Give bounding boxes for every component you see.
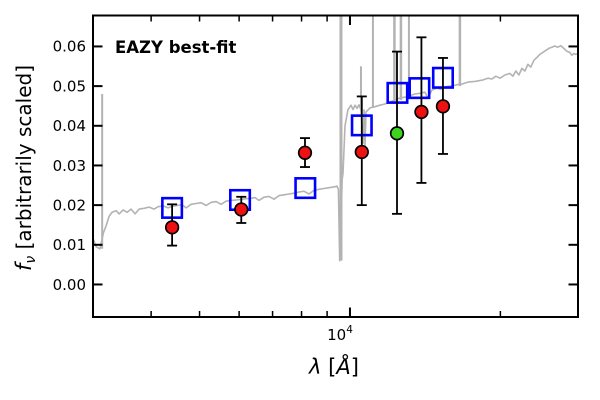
observed-photometry-point xyxy=(414,104,429,120)
y-tick-label: 0.01 xyxy=(53,236,86,254)
y-tick-label: 0.02 xyxy=(53,196,86,214)
data-points-layer xyxy=(161,36,455,247)
x-axis-tick-label: 104 xyxy=(327,324,353,344)
y-tick-label: 0.06 xyxy=(53,38,86,56)
x-tick-exponent: 4 xyxy=(346,324,353,336)
x-axis-label: λ [Å] xyxy=(308,353,359,379)
spectrum-line xyxy=(93,44,578,262)
observed-photometry-point xyxy=(435,99,451,114)
spectrum-layer xyxy=(93,15,578,262)
y-label-subscript: ν xyxy=(23,256,39,264)
annotation-eazy-best-fit: EAZY best-fit xyxy=(115,38,236,57)
y-tick-label: 0.00 xyxy=(53,276,86,294)
y-axis-label: fν [arbitrarily scaled] xyxy=(12,65,39,271)
observed-photometry-point xyxy=(164,220,180,235)
model-photometry-square xyxy=(408,77,431,100)
y-tick-label: 0.03 xyxy=(53,157,86,175)
observed-photometry-point xyxy=(297,145,313,160)
axes-ticks-layer: 0.00 0.01 0.02 0.03 0.04 0.05 0.06 xyxy=(53,16,577,316)
observed-photometry-point xyxy=(354,144,369,160)
y-tick-label: 0.05 xyxy=(53,77,86,95)
model-photometry-square xyxy=(294,177,317,200)
observed-photometry-alt-point xyxy=(389,126,405,141)
observed-photometry-point xyxy=(234,202,249,217)
y-tick-label: 0.04 xyxy=(53,117,86,135)
plot-border xyxy=(92,14,579,318)
